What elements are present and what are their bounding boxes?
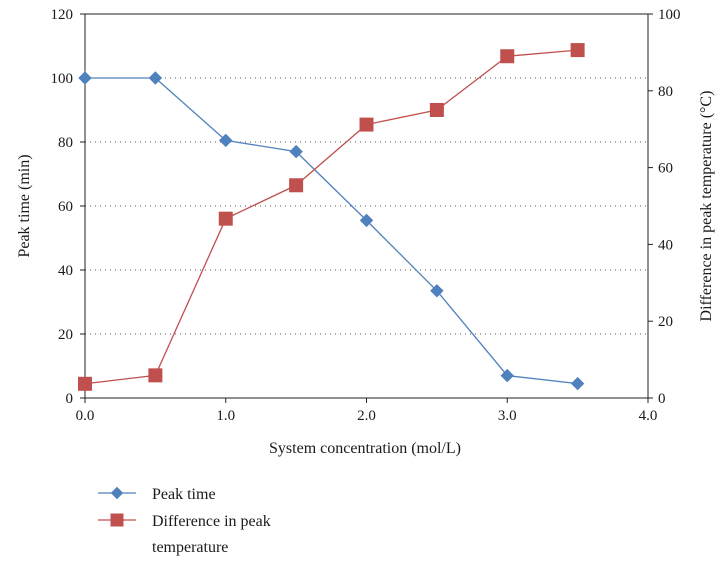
tick-labels: 0.0 1.0 2.0 3.0 4.00204060801001200204060801… bbox=[51, 7, 681, 424]
data-point-temperature-difference bbox=[570, 43, 585, 58]
y-right-tick-label: 0 bbox=[658, 391, 666, 407]
y-left-tick-label: 40 bbox=[58, 263, 73, 279]
y-left-tick-label: 0 bbox=[66, 391, 74, 407]
series-line-temperature-difference bbox=[84, 49, 578, 385]
x-tick-label: 0.0 bbox=[76, 408, 95, 424]
gridlines bbox=[85, 13, 648, 335]
data-point-peak-time bbox=[148, 71, 163, 85]
data-point-peak-time bbox=[289, 144, 303, 159]
x-tick-label: 2.0 bbox=[357, 408, 376, 424]
data-point-peak-time bbox=[78, 71, 92, 85]
data-point-peak-time bbox=[430, 284, 444, 298]
legend-marker bbox=[110, 513, 124, 527]
y-right-tick-label: 100 bbox=[658, 7, 681, 23]
y-left-tick-label: 80 bbox=[58, 135, 73, 151]
legend-label: temperature bbox=[152, 539, 228, 556]
data-point-temperature-difference bbox=[289, 178, 304, 193]
y-axis-left-title: Peak time (min) bbox=[16, 154, 33, 257]
x-tick-label: 3.0 bbox=[498, 408, 517, 424]
y-right-tick-label: 60 bbox=[658, 161, 673, 177]
data-point-temperature-difference bbox=[359, 117, 374, 132]
y-right-tick-label: 20 bbox=[658, 314, 673, 330]
y-right-tick-label: 40 bbox=[658, 237, 673, 253]
y-left-tick-label: 100 bbox=[51, 71, 74, 87]
data-point-temperature-difference bbox=[218, 211, 233, 226]
data-point-peak-time bbox=[219, 133, 233, 148]
data-point-temperature-difference bbox=[429, 103, 444, 117]
y-left-tick-label: 60 bbox=[58, 199, 73, 215]
x-axis-title: System concentration (mol/L) bbox=[269, 440, 461, 457]
series-layer bbox=[78, 43, 585, 391]
x-tick-label: 4.0 bbox=[639, 408, 658, 424]
legend: Peak time Difference in peak temperature bbox=[98, 486, 271, 556]
legend-label: Difference in peak bbox=[152, 513, 271, 530]
data-point-temperature-difference bbox=[78, 376, 92, 391]
data-point-peak-time bbox=[570, 376, 585, 391]
data-point-temperature-difference bbox=[148, 368, 163, 383]
y-left-tick-label: 120 bbox=[51, 7, 74, 23]
axes bbox=[80, 13, 653, 403]
x-tick-label: 1.0 bbox=[216, 408, 235, 424]
y-right-tick-label: 80 bbox=[658, 84, 673, 100]
series-line-peak-time bbox=[85, 77, 578, 385]
legend-label: Peak time bbox=[152, 486, 216, 503]
y-axis-right-title: Difference in peak temperature (°C) bbox=[698, 91, 715, 322]
legend-marker bbox=[110, 486, 124, 500]
data-point-peak-time bbox=[500, 368, 514, 383]
data-point-temperature-difference bbox=[500, 49, 515, 64]
data-point-peak-time bbox=[359, 213, 374, 228]
y-left-tick-label: 20 bbox=[58, 327, 73, 343]
